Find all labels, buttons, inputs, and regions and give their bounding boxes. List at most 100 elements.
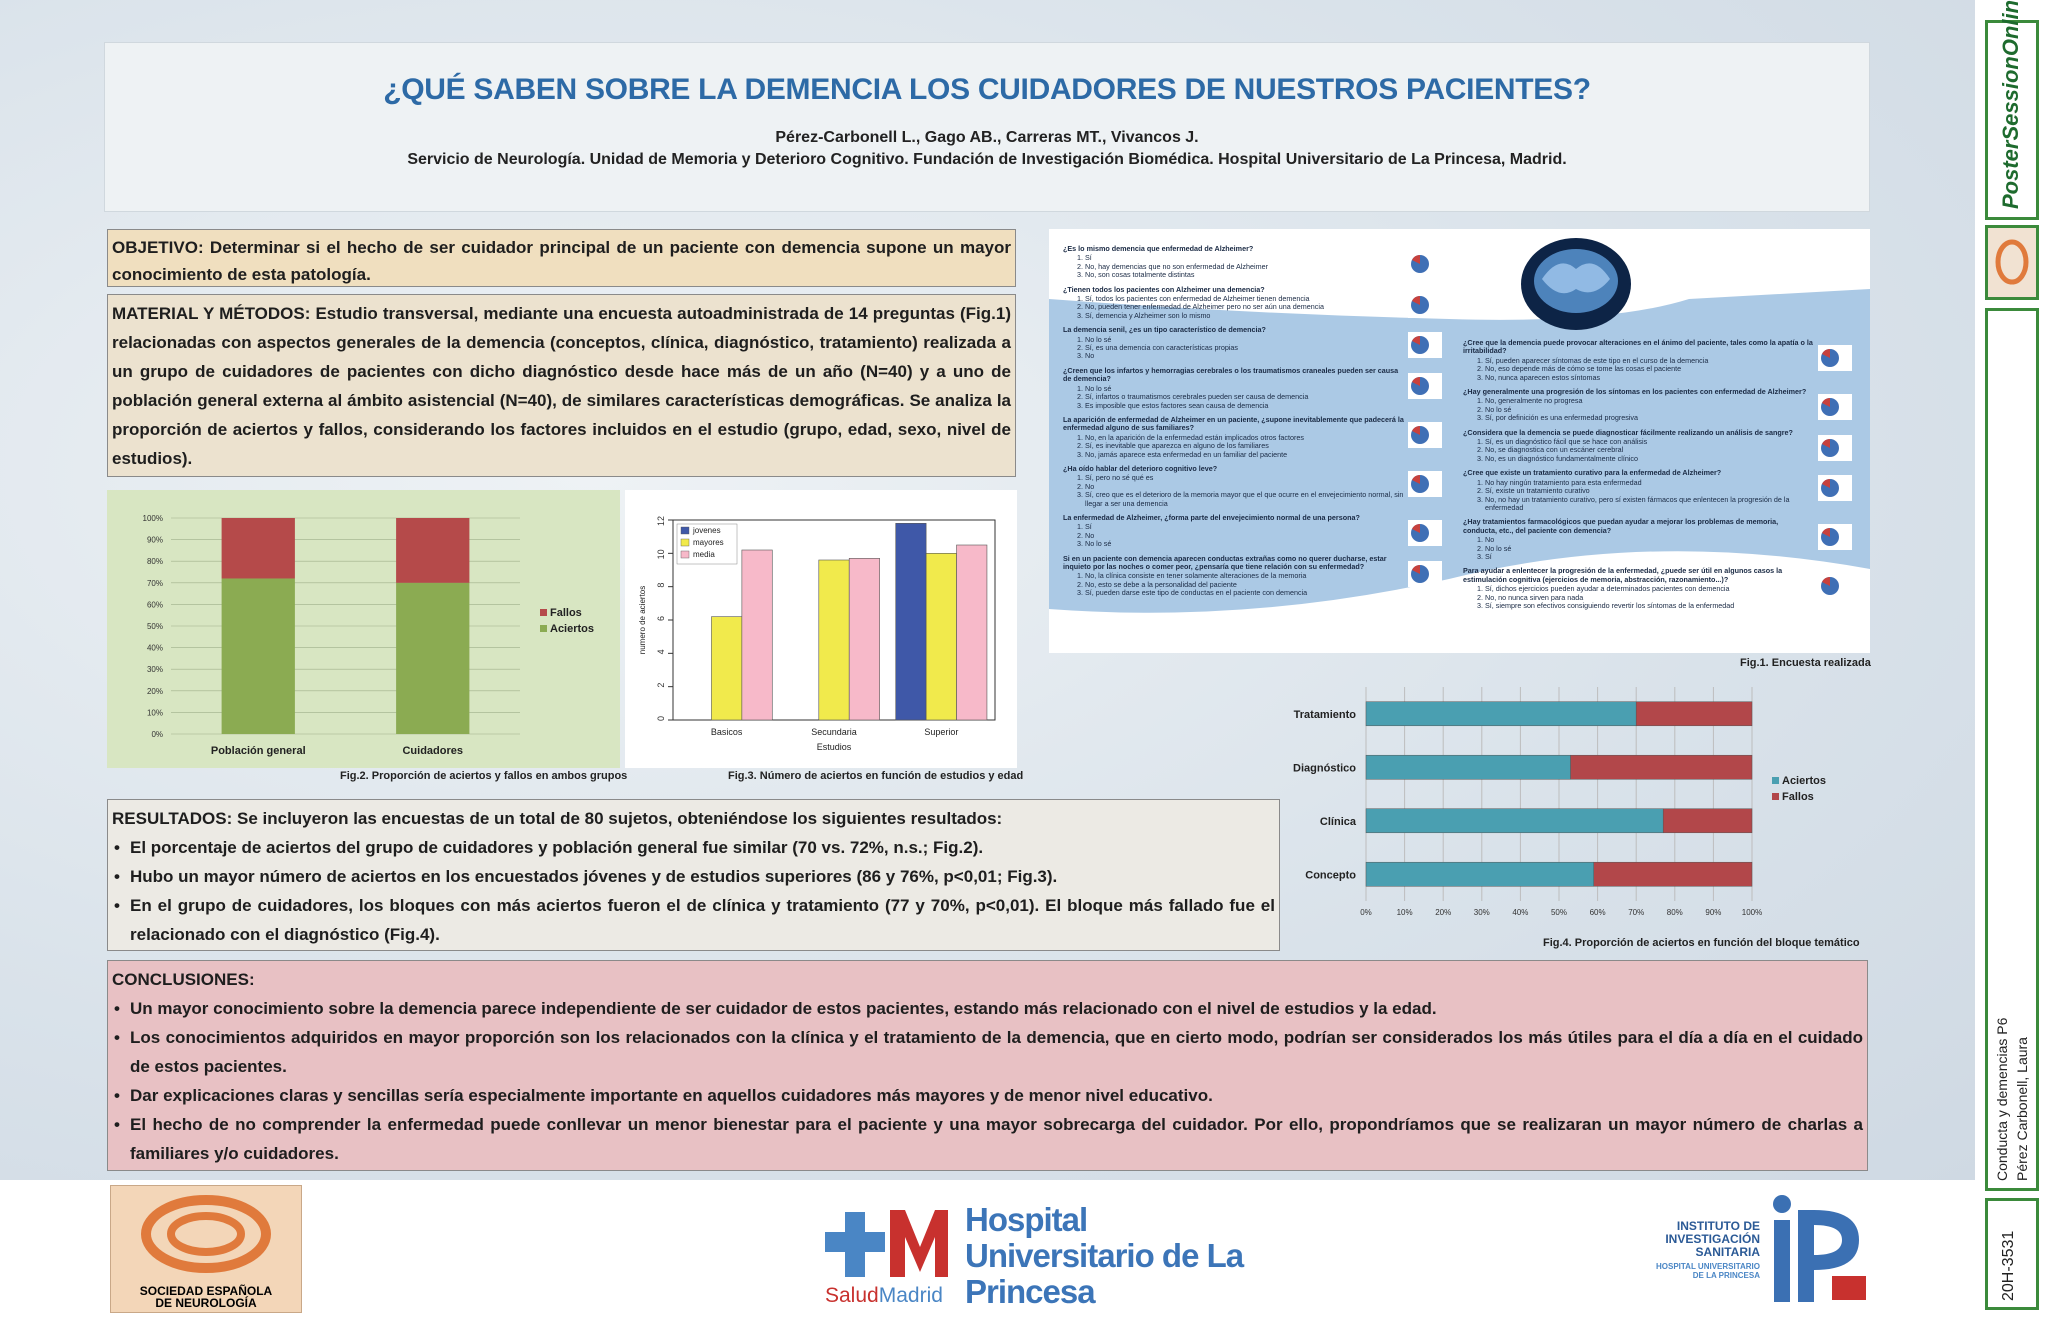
text: Estudio transversal, mediante una encues… bbox=[112, 304, 1011, 468]
pie-slice bbox=[1412, 255, 1420, 264]
question: ¿Ha oído hablar del deterioro cognitivo … bbox=[1063, 464, 1448, 508]
legend-swatch bbox=[680, 526, 690, 535]
salud: Salud bbox=[825, 1284, 879, 1307]
question: ¿Cree que existe un tratamiento curativo… bbox=[1463, 468, 1858, 513]
iis-sub: HOSPITAL UNIVERSITARIO DE LA PRINCESA bbox=[1655, 1262, 1760, 1280]
options: SíNo, hay demencias que no son enfermeda… bbox=[1063, 253, 1404, 279]
option: No, hay demencias que no son enfermedad … bbox=[1085, 262, 1404, 271]
session: Conducta y demencias P6 bbox=[1994, 1017, 2010, 1181]
legend-label: media bbox=[693, 550, 715, 559]
legend-swatch bbox=[540, 609, 547, 616]
conclusion-item: Dar explicaciones claras y sencillas ser… bbox=[114, 1081, 1863, 1110]
hospital-emblem bbox=[825, 1210, 948, 1277]
pie-slice bbox=[1412, 336, 1420, 346]
bar bbox=[848, 558, 880, 721]
options: No, la clínica consiste en tener solamen… bbox=[1063, 571, 1404, 597]
iis-logo: INSTITUTO DE INVESTIGACIÓN SANITARIA HOS… bbox=[1648, 1190, 1873, 1312]
bar-segment bbox=[396, 582, 470, 734]
bar bbox=[818, 559, 850, 721]
option: No, esto se debe a la personalidad del p… bbox=[1085, 580, 1404, 589]
question: La demencia senil, ¿es un tipo caracterí… bbox=[1063, 325, 1448, 361]
mini-pie bbox=[1818, 434, 1852, 461]
x-tick-label: Basicos bbox=[711, 727, 743, 737]
label: RESULTADOS: bbox=[112, 809, 233, 828]
question-text: Para ayudar a enlentecer la progresión d… bbox=[1463, 566, 1783, 584]
y-axis-label: numero de aciertos bbox=[638, 586, 647, 654]
pie-slice bbox=[1412, 564, 1420, 574]
conclusions-box: CONCLUSIONES: Un mayor conocimiento sobr… bbox=[107, 960, 1868, 1171]
mini-pie bbox=[1408, 421, 1442, 448]
option: Sí, por definición es una enfermedad pro… bbox=[1485, 413, 1814, 422]
chart: 0% 10% 20% 30% 40% 50% 60% 70% 80% 90% 100% Tratami… bbox=[1293, 687, 1826, 917]
question-column: ¿Cree que la demencia puede provocar alt… bbox=[1463, 338, 1858, 616]
mini-pie bbox=[1408, 332, 1442, 359]
question-text: ¿Cree que la demencia puede provocar alt… bbox=[1463, 338, 1813, 356]
question-text: ¿Creen que los infartos y hemorragias ce… bbox=[1063, 365, 1399, 384]
question-text: La demencia senil, ¿es un tipo caracterí… bbox=[1063, 325, 1266, 335]
y-tick-label: 4 bbox=[656, 649, 666, 654]
option: No, se diagnostica con un escáner cerebr… bbox=[1485, 446, 1814, 455]
question-text: ¿Tienen todos los pacientes con Alzheime… bbox=[1063, 284, 1265, 294]
m-letter bbox=[890, 1210, 948, 1277]
y-tick-label: 80% bbox=[147, 557, 163, 566]
y-tick-label: 100% bbox=[143, 514, 163, 523]
figure-caption: Fig.4. Proporción de aciertos en función… bbox=[1543, 937, 1860, 949]
y-tick-label: 90% bbox=[147, 536, 163, 545]
option: No, no hay un tratamiento curativo, pero… bbox=[1485, 495, 1814, 513]
option: No, es un diagnóstico fundamentalmente c… bbox=[1485, 454, 1814, 463]
bar-segment bbox=[1570, 754, 1753, 780]
hospital-name: Hospital Universitario de La Princesa bbox=[965, 1201, 1244, 1310]
sen-logo: SOCIEDAD ESPAÑOLA DE NEUROLOGÍA bbox=[110, 1185, 302, 1313]
bar bbox=[925, 553, 957, 721]
affiliation: Servicio de Neurología. Unidad de Memori… bbox=[407, 151, 1567, 168]
m-shape bbox=[1832, 1276, 1866, 1300]
mini-pie bbox=[1818, 524, 1852, 551]
sen-mini bbox=[1985, 225, 2039, 300]
question: ¿Creen que los infartos y hemorragias ce… bbox=[1063, 365, 1448, 410]
x-tick-label: 90% bbox=[1705, 908, 1721, 917]
methods-box: MATERIAL Y MÉTODOS: Estudio transversal,… bbox=[107, 294, 1016, 477]
option: No, eso depende más de cómo se tome las … bbox=[1485, 364, 1814, 373]
question: ¿Considera que la demencia se puede diag… bbox=[1463, 427, 1858, 464]
question-column: ¿Es lo mismo demencia que enfermedad de … bbox=[1063, 244, 1448, 604]
text: Determinar si el hecho de ser cuidador p… bbox=[112, 238, 1011, 284]
figure-caption: Fig.2. Proporción de aciertos y fallos e… bbox=[340, 770, 628, 782]
emblem bbox=[167, 1212, 245, 1256]
question-text: ¿Considera que la demencia se puede diag… bbox=[1463, 427, 1793, 437]
result-item: En el grupo de cuidadores, los bloques c… bbox=[114, 891, 1275, 949]
mini-emblem bbox=[1995, 239, 2029, 285]
mini-pie bbox=[1818, 475, 1852, 502]
bar-segment bbox=[1365, 808, 1664, 834]
bar-segment bbox=[221, 578, 295, 734]
legend-swatch bbox=[1772, 793, 1779, 800]
option: Es imposible que estos factores sean cau… bbox=[1085, 401, 1404, 410]
y-tick-label: 10 bbox=[656, 549, 666, 559]
options: No lo séSí, infartos o traumatismos cere… bbox=[1063, 384, 1404, 410]
y-tick-label: 10% bbox=[147, 708, 163, 717]
option: No lo sé bbox=[1085, 335, 1404, 344]
legend-swatch bbox=[1772, 777, 1779, 784]
option: Sí, pero no sé qué es bbox=[1085, 473, 1404, 482]
question: Para ayudar a enlentecer la progresión d… bbox=[1463, 567, 1858, 610]
mini-pie bbox=[1818, 573, 1852, 600]
options: No hay ningún tratamiento para esta enfe… bbox=[1463, 478, 1814, 513]
legend-swatch bbox=[680, 538, 690, 547]
x-tick-label: Cuidadores bbox=[402, 745, 463, 757]
cross bbox=[825, 1212, 885, 1277]
info-box: Conducta y demencias P6 Pérez Carbonell,… bbox=[1985, 308, 2039, 1191]
y-tick-label: Concepto bbox=[1305, 869, 1356, 881]
y-tick-label: Tratamiento bbox=[1294, 709, 1357, 721]
option: Sí, pueden darse este tipo de conductas … bbox=[1085, 588, 1404, 597]
x-tick-label: Superior bbox=[924, 727, 958, 737]
options: Sí, todos los pacientes con enfermedad d… bbox=[1063, 294, 1404, 320]
option: Sí, existe un tratamiento curativo bbox=[1485, 486, 1814, 495]
option: No lo sé bbox=[1085, 384, 1404, 393]
bar bbox=[956, 544, 988, 721]
x-tick-label: 40% bbox=[1512, 908, 1528, 917]
text: Se incluyeron las encuestas de un total … bbox=[237, 809, 1003, 828]
chart: 0% 10% 20% 30% 40% 50% 60% 70% 80% 90% 100% Poblaci… bbox=[107, 490, 620, 768]
header: ¿QUÉ SABEN SOBRE LA DEMENCIA LOS CUIDADO… bbox=[104, 42, 1870, 212]
mini-pie bbox=[1818, 394, 1852, 421]
conclusion-item: Un mayor conocimiento sobre la demencia … bbox=[114, 994, 1863, 1023]
